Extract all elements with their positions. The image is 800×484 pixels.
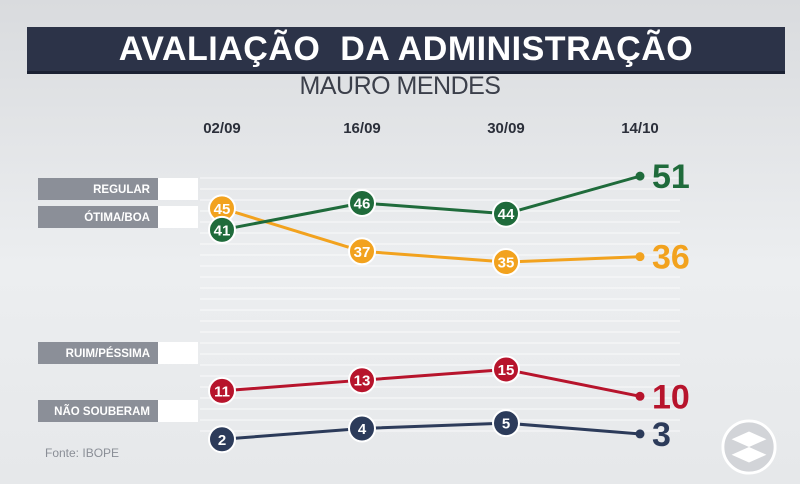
series-nao-souberam: 2 4 5 3 xyxy=(208,409,671,454)
series-otima-boa: 41 46 44 51 xyxy=(208,158,690,244)
x-tick-label: 02/09 xyxy=(203,120,241,137)
legend-label: ÓTIMA/BOA xyxy=(84,211,150,224)
data-label: 2 xyxy=(218,432,226,449)
broadcaster-logo-icon xyxy=(721,419,777,475)
data-point xyxy=(492,355,520,384)
data-point xyxy=(635,391,645,401)
source-note: Fonte: IBOPE xyxy=(45,446,120,460)
data-point xyxy=(348,414,376,443)
legend-label: NÃO SOUBERAM xyxy=(54,405,150,418)
data-point xyxy=(348,188,376,217)
data-point xyxy=(492,199,520,228)
data-label: 5 xyxy=(502,416,510,433)
data-label: 44 xyxy=(498,206,515,223)
data-label: 41 xyxy=(214,222,231,239)
data-point xyxy=(492,248,520,277)
legend-label: REGULAR xyxy=(93,184,151,196)
series-line xyxy=(221,174,641,232)
series-ruim-pessima: 11 13 15 10 xyxy=(208,355,690,416)
data-label-final: 36 xyxy=(652,239,690,277)
data-label: 35 xyxy=(498,255,515,272)
x-tick-label: 16/09 xyxy=(343,120,381,137)
data-label-final: 10 xyxy=(652,378,690,416)
x-tick-label: 30/09 xyxy=(487,120,525,137)
series-line xyxy=(221,367,641,398)
legend-labels: REGULAR ÓTIMA/BOA RUIM/PÉSSIMA NÃO SOUBERAM xyxy=(38,178,198,422)
series-line xyxy=(221,421,641,441)
data-point xyxy=(635,252,645,262)
data-label: 13 xyxy=(354,373,371,390)
legend-label: RUIM/PÉSSIMA xyxy=(66,347,150,360)
series-regular: 45 37 35 36 xyxy=(208,194,690,277)
x-axis-labels: 02/09 16/09 30/09 14/10 xyxy=(203,120,659,137)
chart-title: AVALIAÇÃO DA ADMINISTRAÇÃO xyxy=(118,29,694,68)
data-point xyxy=(635,171,645,181)
data-label: 4 xyxy=(358,421,367,438)
data-label: 45 xyxy=(214,201,231,218)
data-label-final: 3 xyxy=(652,416,671,454)
legend-regular: REGULAR xyxy=(38,178,198,200)
data-label: 15 xyxy=(498,362,515,379)
series-line xyxy=(221,206,641,264)
data-point xyxy=(208,215,236,244)
x-tick-label: 14/10 xyxy=(621,120,659,137)
data-label: 46 xyxy=(354,195,371,212)
data-point xyxy=(348,237,376,266)
data-label: 37 xyxy=(354,244,371,261)
data-label: 11 xyxy=(214,383,230,400)
gridlines xyxy=(200,177,680,432)
title-bar: AVALIAÇÃO DA ADMINISTRAÇÃO xyxy=(27,27,785,74)
data-point xyxy=(208,425,236,454)
data-label-final: 51 xyxy=(652,158,690,196)
data-point xyxy=(348,366,376,395)
chart-subtitle: MAURO MENDES xyxy=(299,72,501,100)
data-point xyxy=(208,376,236,405)
legend-nao-souberam: NÃO SOUBERAM xyxy=(38,400,198,422)
data-point xyxy=(635,429,645,439)
legend-ruim-pessima: RUIM/PÉSSIMA xyxy=(38,342,198,364)
legend-otima-boa: ÓTIMA/BOA xyxy=(38,206,198,228)
data-point xyxy=(492,409,520,438)
